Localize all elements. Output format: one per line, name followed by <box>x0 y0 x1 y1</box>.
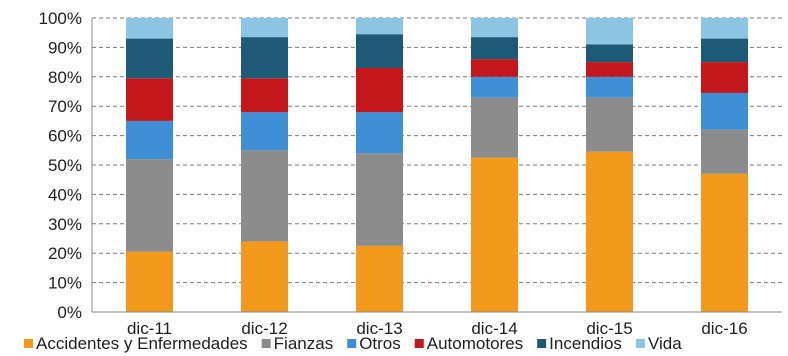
y-tick-label: 90% <box>48 38 82 57</box>
bar-segment <box>126 18 173 39</box>
legend-label: Incendios <box>549 334 622 353</box>
legend-label: Otros <box>359 334 401 353</box>
bar-segment <box>586 62 633 77</box>
legend-swatch <box>24 339 33 348</box>
legend-swatch <box>635 339 645 348</box>
bar-segment <box>586 151 633 312</box>
bar-segment <box>586 97 633 152</box>
legend-swatch <box>261 339 271 348</box>
bar-segment <box>126 251 173 312</box>
bar-segment <box>701 173 748 312</box>
bar-segment <box>356 153 403 246</box>
bar-segment <box>126 78 173 121</box>
y-tick-label: 30% <box>48 215 82 234</box>
bar-segment <box>701 92 748 130</box>
y-tick-label: 100% <box>39 9 82 28</box>
bar-segment <box>701 62 748 93</box>
bar-segment <box>701 129 748 174</box>
bar-segment <box>586 18 633 45</box>
bar-segment <box>586 76 633 98</box>
legend-label: Vida <box>648 334 682 353</box>
bar-segment <box>586 44 633 63</box>
y-tick-label: 20% <box>48 244 82 263</box>
bar-segment <box>471 157 518 312</box>
y-tick-label: 60% <box>48 127 82 146</box>
bar-segment <box>471 59 518 77</box>
x-tick-label: dic-11 <box>127 319 172 338</box>
bar-segment <box>241 37 288 79</box>
legend-label: Fianzas <box>274 334 334 353</box>
bar-segment <box>241 150 288 242</box>
y-axis: 0% 10% 20% 30% 40% 50% 60% 70% 80% 90% 100% <box>39 9 93 322</box>
bar-segment <box>356 112 403 154</box>
bar-segment <box>356 245 403 312</box>
y-tick-label: 0% <box>57 303 82 322</box>
bar-segment <box>471 37 518 60</box>
bar-segment <box>701 38 748 63</box>
x-tick-label: dic-13 <box>356 319 402 338</box>
bar-segment <box>701 18 748 39</box>
x-tick-label: dic-15 <box>586 319 632 338</box>
x-tick-label: dic-12 <box>241 319 287 338</box>
legend: Accidentes y Enfermedades Fianzas Otros Aut… <box>24 334 682 353</box>
legend-swatch <box>414 339 424 348</box>
bar-segment <box>356 18 403 35</box>
gridlines <box>92 17 782 284</box>
legend-label: Automotores <box>427 334 523 353</box>
legend-label: Accidentes y Enfermedades <box>36 334 248 353</box>
bars <box>126 18 748 312</box>
y-tick-label: 70% <box>48 97 82 116</box>
legend-swatch <box>347 339 357 348</box>
bar-segment <box>356 67 403 113</box>
x-axis: dic-11 dic-12 dic-13 dic-14 dic-15 dic-16 <box>92 311 782 338</box>
y-tick-label: 10% <box>48 274 82 293</box>
bar-segment <box>471 76 518 98</box>
y-tick-label: 40% <box>48 185 82 204</box>
bar-segment <box>241 18 288 38</box>
bar-segment <box>241 241 288 312</box>
bar-segment <box>241 78 288 113</box>
bar-segment <box>126 38 173 79</box>
legend-swatch <box>537 339 547 348</box>
bar-segment <box>126 120 173 160</box>
bar-segment <box>241 112 288 151</box>
x-tick-label: dic-14 <box>471 319 517 338</box>
bar-segment <box>471 18 518 38</box>
bar-segment <box>126 159 173 252</box>
bar-segment <box>471 97 518 158</box>
x-tick-label: dic-16 <box>701 319 747 338</box>
bar-segment <box>356 34 403 68</box>
y-tick-label: 50% <box>48 156 82 175</box>
y-tick-label: 80% <box>48 68 82 87</box>
